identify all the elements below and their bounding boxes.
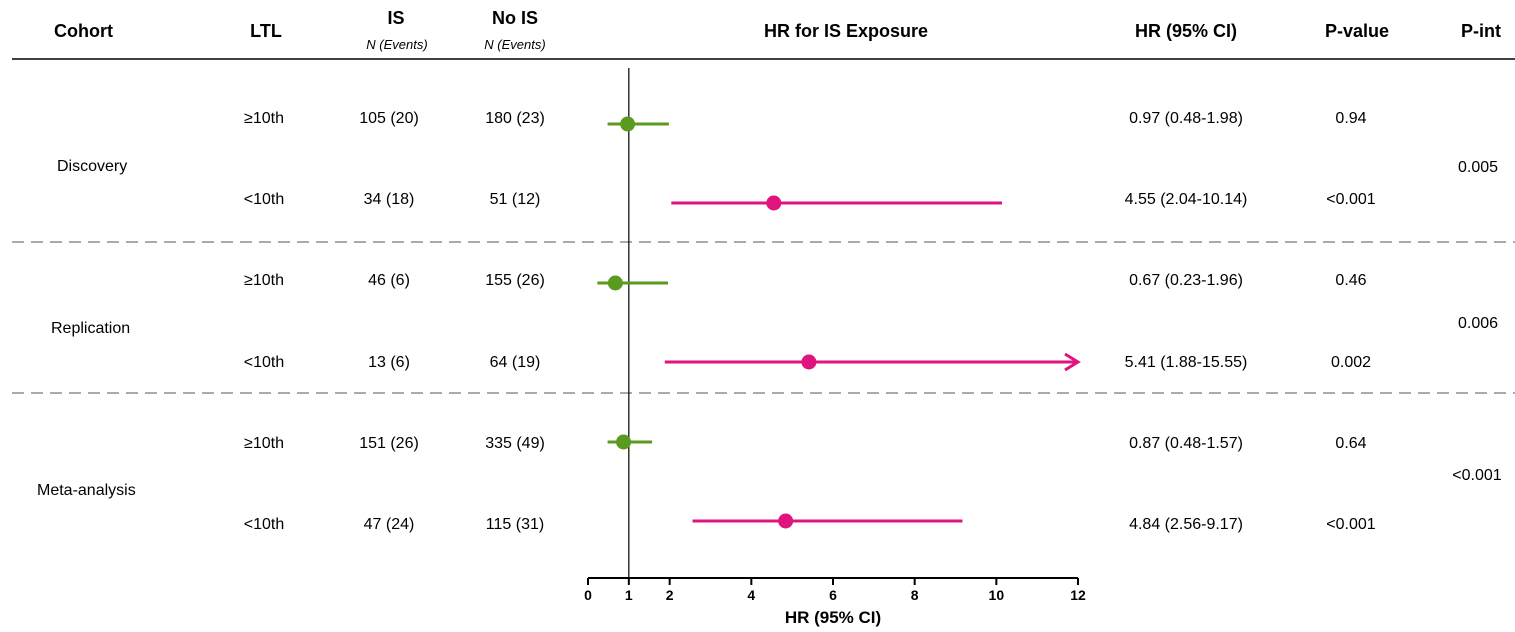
is-cell: 34 (18)	[363, 191, 415, 208]
p-value-cell: 0.64	[1335, 435, 1367, 452]
hr-point	[616, 434, 632, 450]
is-cell: 105 (20)	[359, 110, 419, 127]
hr-point	[801, 354, 817, 370]
p-value-cell: 0.46	[1335, 272, 1367, 289]
cohort-label-meta-analysis: Meta-analysis	[37, 482, 136, 499]
p-value-cell: 0.94	[1335, 110, 1367, 127]
no-is-cell: 155 (26)	[485, 272, 545, 289]
hr-ci-cell: 0.97 (0.48-1.98)	[1129, 110, 1243, 127]
p-int-replication: 0.006	[1457, 315, 1499, 332]
header-no-is: No IS	[491, 8, 539, 28]
p-int-meta-analysis: <0.001	[1452, 467, 1502, 484]
x-tick-label: 8	[911, 587, 919, 603]
no-is-cell: 51 (12)	[489, 191, 541, 208]
p-value-cell: 0.002	[1330, 354, 1372, 371]
x-tick-label: 2	[666, 587, 674, 603]
hr-ci-cell: 4.84 (2.56-9.17)	[1129, 516, 1243, 533]
hr-point	[607, 275, 623, 291]
hr-ci-cell: 4.55 (2.04-10.14)	[1124, 191, 1248, 208]
is-cell: 13 (6)	[368, 354, 410, 371]
is-cell: 46 (6)	[368, 272, 410, 289]
p-value-cell: <0.001	[1326, 191, 1376, 208]
header-forest: HR for IS Exposure	[763, 21, 929, 41]
ltl-cell: ≥10th	[244, 272, 284, 289]
hr-point	[620, 116, 636, 132]
no-is-cell: 64 (19)	[489, 354, 541, 371]
header-ltl: LTL	[250, 21, 282, 41]
no-is-cell: 335 (49)	[485, 435, 545, 452]
header-cohort: Cohort	[54, 21, 113, 41]
hr-ci-cell: 0.67 (0.23-1.96)	[1129, 272, 1243, 289]
cohort-label-replication: Replication	[51, 320, 131, 337]
x-tick-label: 12	[1070, 587, 1086, 603]
header-is: IS	[387, 8, 405, 28]
ltl-cell: ≥10th	[244, 110, 284, 127]
cohort-label-discovery: Discovery	[57, 158, 128, 175]
ltl-cell: <10th	[243, 191, 285, 208]
is-cell: 151 (26)	[359, 435, 419, 452]
ci-arrow	[1064, 352, 1081, 372]
p-value-cell: <0.001	[1326, 516, 1376, 533]
is-cell: 47 (24)	[363, 516, 415, 533]
ltl-cell: <10th	[243, 354, 285, 371]
header-is-sub: N (Events)	[366, 37, 428, 52]
x-tick-label: 1	[625, 587, 633, 603]
ltl-cell: ≥10th	[244, 435, 284, 452]
p-int-discovery: 0.005	[1457, 159, 1499, 176]
header-hr-ci: HR (95% CI)	[1134, 21, 1238, 41]
x-tick-label: 10	[989, 587, 1005, 603]
header-no-is-sub: N (Events)	[484, 37, 546, 52]
ltl-cell: <10th	[243, 516, 285, 533]
hr-point	[766, 195, 782, 211]
hr-point	[778, 513, 794, 529]
x-tick-label: 0	[584, 587, 592, 603]
hr-ci-cell: 5.41 (1.88-15.55)	[1124, 354, 1248, 371]
no-is-cell: 180 (23)	[485, 110, 545, 127]
hr-ci-cell: 0.87 (0.48-1.57)	[1129, 435, 1243, 452]
header-p-int: P-int	[1461, 21, 1501, 41]
x-tick-label: 4	[747, 587, 755, 603]
no-is-cell: 115 (31)	[485, 516, 545, 533]
x-tick-label: 6	[829, 587, 837, 603]
x-axis-title: HR (95% CI)	[785, 608, 881, 627]
header-p-value: P-value	[1324, 21, 1390, 41]
